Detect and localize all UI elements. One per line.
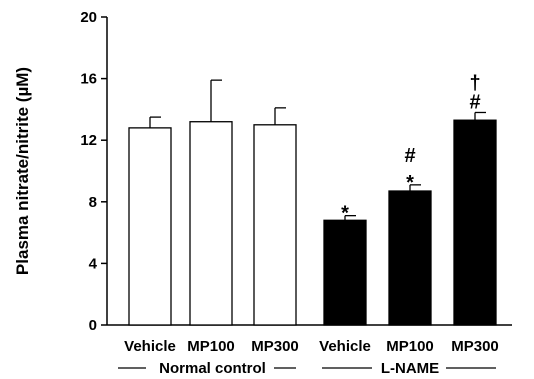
y-tick-label: 0	[89, 317, 97, 334]
category-label: Vehicle	[124, 338, 176, 355]
bar	[323, 219, 367, 326]
bars	[128, 79, 497, 326]
bar	[253, 124, 297, 326]
bar	[453, 119, 497, 326]
significance-mark: #	[404, 145, 415, 167]
significance-mark: #	[469, 91, 480, 113]
y-tick-label: 12	[80, 132, 97, 149]
category-label: Vehicle	[319, 338, 371, 355]
y-tick-label: 8	[89, 194, 97, 211]
y-tick-label: 20	[80, 9, 97, 26]
y-axis-title: Plasma nitrate/nitrite (µM)	[13, 67, 32, 275]
y-tick-label: 4	[89, 255, 98, 272]
y-tick-label: 16	[80, 71, 97, 88]
significance-mark: †	[469, 72, 480, 94]
bar	[388, 190, 432, 326]
category-label: MP100	[187, 338, 235, 355]
bar	[128, 127, 172, 326]
bar	[189, 121, 233, 326]
group-label: L-NAME	[381, 360, 439, 377]
category-label: MP100	[386, 338, 434, 355]
group-label: Normal control	[159, 360, 266, 377]
axes: 0 4 8 12 16 20	[80, 9, 512, 334]
category-label: MP300	[451, 338, 499, 355]
significance-mark: *	[341, 203, 349, 225]
category-label: MP300	[251, 338, 299, 355]
significance-mark: *	[406, 172, 414, 194]
labels: Vehicle MP100 MP300 Vehicle MP100 MP300*#*†#N…	[118, 72, 499, 377]
